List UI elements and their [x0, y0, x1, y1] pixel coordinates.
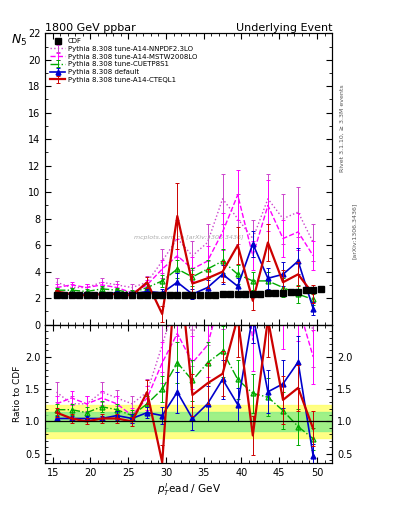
CDF [130, 292, 134, 298]
CDF [220, 291, 225, 297]
CDF [84, 292, 89, 298]
CDF [160, 292, 165, 298]
CDF [182, 292, 187, 298]
CDF [152, 292, 157, 298]
CDF [122, 292, 127, 298]
Y-axis label: Ratio to CDF: Ratio to CDF [13, 366, 22, 422]
CDF [250, 291, 255, 297]
CDF [213, 292, 217, 298]
Text: mcplots.cern.ch [arXiv:1306.3436]: mcplots.cern.ch [arXiv:1306.3436] [134, 234, 243, 240]
CDF [288, 288, 293, 294]
Text: $N_5$: $N_5$ [11, 33, 28, 48]
CDF [198, 292, 202, 298]
CDF [137, 292, 142, 298]
CDF [243, 291, 248, 297]
CDF [54, 292, 59, 298]
CDF [92, 292, 97, 298]
CDF [205, 292, 210, 298]
Text: Underlying Event: Underlying Event [235, 23, 332, 32]
X-axis label: $p_T^{l}$ead / GeV: $p_T^{l}$ead / GeV [156, 481, 221, 498]
CDF [281, 290, 285, 296]
Text: [arXiv:1306.3436]: [arXiv:1306.3436] [352, 202, 357, 259]
CDF [318, 286, 323, 292]
CDF [228, 291, 233, 297]
CDF [107, 292, 112, 298]
CDF [190, 292, 195, 298]
CDF [62, 292, 66, 298]
CDF [273, 290, 278, 296]
CDF [266, 290, 270, 296]
CDF [175, 292, 180, 298]
CDF [311, 287, 316, 293]
CDF [115, 292, 119, 298]
CDF [77, 292, 81, 298]
CDF [296, 288, 301, 294]
Text: Rivet 3.1.10, ≥ 3.3M events: Rivet 3.1.10, ≥ 3.3M events [340, 84, 345, 172]
Legend: CDF, Pythia 8.308 tune-A14-NNPDF2.3LO, Pythia 8.308 tune-A14-MSTW2008LO, Pythia : CDF, Pythia 8.308 tune-A14-NNPDF2.3LO, P… [49, 37, 199, 84]
CDF [303, 287, 308, 293]
Line: CDF: CDF [54, 286, 323, 298]
Text: 1800 GeV ppbar: 1800 GeV ppbar [45, 23, 136, 32]
CDF [258, 291, 263, 297]
CDF [99, 292, 104, 298]
CDF [145, 292, 149, 298]
CDF [69, 292, 74, 298]
CDF [167, 292, 172, 298]
CDF [235, 291, 240, 297]
